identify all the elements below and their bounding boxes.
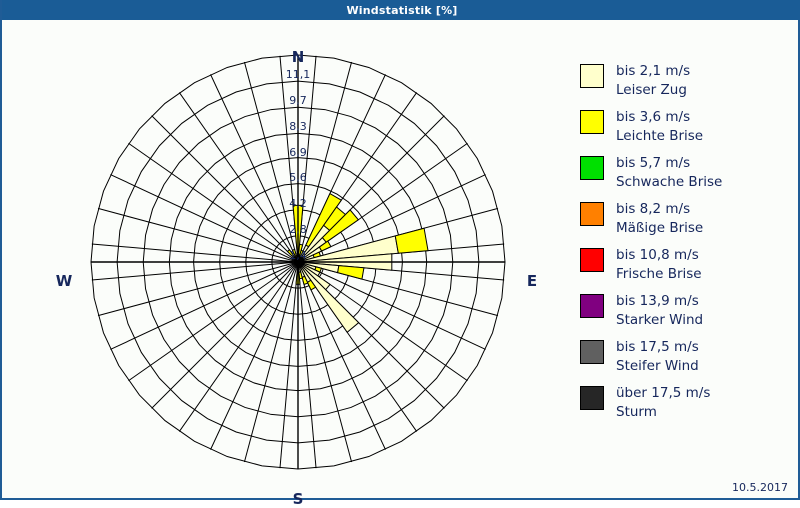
radial-tick-label: 6,9 — [281, 146, 315, 159]
grid-spoke — [244, 262, 298, 462]
legend-color-swatch — [580, 340, 604, 364]
legend-beaufort-name: Leichte Brise — [616, 127, 703, 146]
grid-spoke — [98, 262, 298, 316]
radial-tick-label: 8,3 — [281, 120, 315, 133]
legend-speed-range: bis 5,7 m/s — [616, 154, 722, 173]
legend-speed-range: bis 3,6 m/s — [616, 108, 703, 127]
legend-speed-range: bis 8,2 m/s — [616, 200, 703, 219]
legend-speed-range: über 17,5 m/s — [616, 384, 710, 403]
legend-speed-range: bis 17,5 m/s — [616, 338, 699, 357]
legend-color-swatch — [580, 248, 604, 272]
legend-color-swatch — [580, 156, 604, 180]
legend-beaufort-name: Sturm — [616, 403, 710, 422]
compass-label-south: S — [283, 490, 313, 508]
window-titlebar: Windstatistik [%] — [2, 0, 800, 20]
legend-color-swatch — [580, 294, 604, 318]
legend-color-swatch — [580, 386, 604, 410]
legend-beaufort-name: Starker Wind — [616, 311, 703, 330]
grid-spoke — [98, 208, 298, 262]
wind-rose-petal-segment — [395, 228, 428, 253]
date-stamp: 10.5.2017 — [732, 481, 788, 494]
radial-tick-label: 2,8 — [281, 223, 315, 236]
legend-speed-range: bis 10,8 m/s — [616, 246, 702, 265]
radial-tick-label: 11,1 — [281, 68, 315, 81]
legend-speed-range: bis 2,1 m/s — [616, 62, 690, 81]
radial-tick-label: 5,6 — [281, 171, 315, 184]
compass-label-west: W — [49, 272, 79, 290]
radial-tick-label: 1,4 — [281, 249, 315, 262]
legend-beaufort-name: Steifer Wind — [616, 357, 699, 376]
compass-label-north: N — [283, 48, 313, 66]
legend-color-swatch — [580, 202, 604, 226]
wind-rose-petal-segment — [338, 266, 364, 280]
legend-beaufort-name: Leiser Zug — [616, 81, 690, 100]
grid-spoke — [152, 116, 298, 262]
wind-rose-petals — [287, 194, 428, 333]
grid-spoke — [152, 262, 298, 408]
legend-beaufort-name: Mäßige Brise — [616, 219, 703, 238]
legend-color-swatch — [580, 110, 604, 134]
window-title: Windstatistik [%] — [346, 4, 457, 17]
compass-label-east: E — [517, 272, 547, 290]
legend-beaufort-name: Schwache Brise — [616, 173, 722, 192]
legend-beaufort-name: Frische Brise — [616, 265, 702, 284]
legend-speed-range: bis 13,9 m/s — [616, 292, 703, 311]
legend-color-swatch — [580, 64, 604, 88]
radial-tick-label: 9,7 — [281, 94, 315, 107]
radial-tick-label: 4,2 — [281, 197, 315, 210]
